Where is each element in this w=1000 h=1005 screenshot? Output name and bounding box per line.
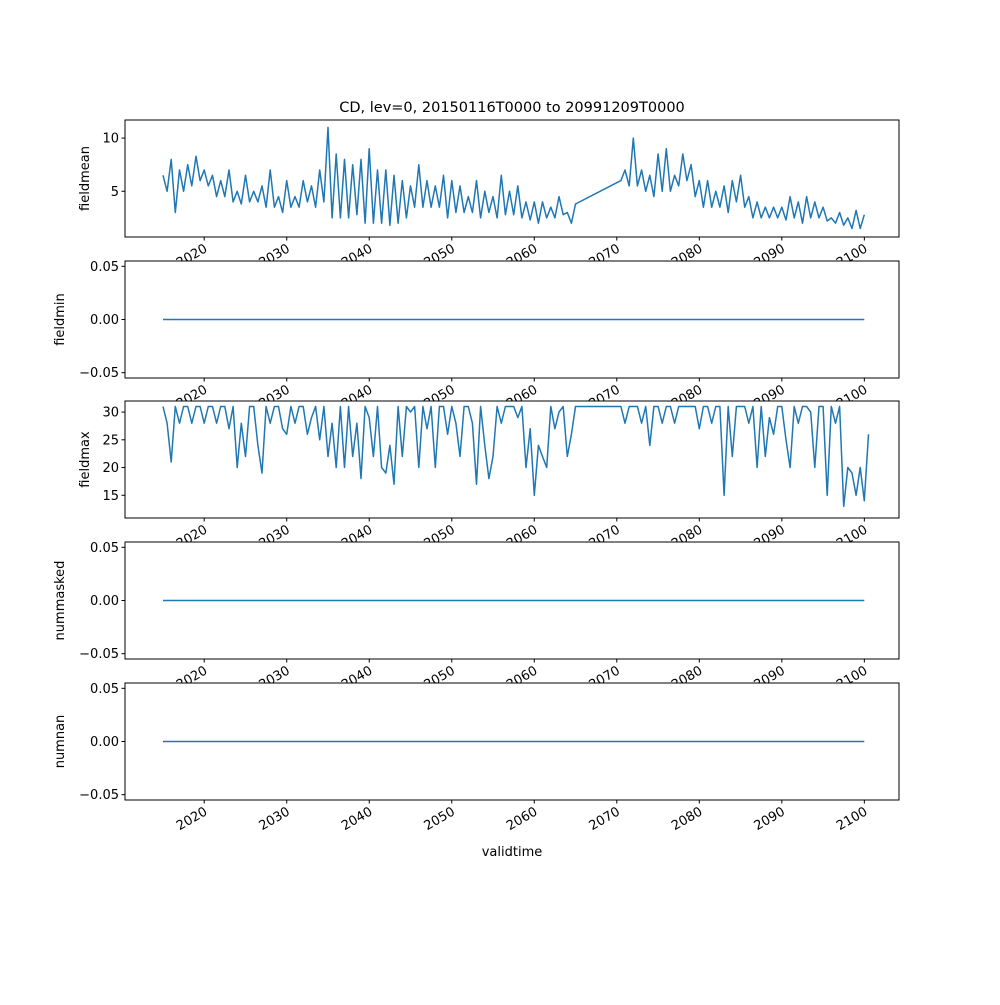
y-tick-label: 0.05 <box>90 260 119 275</box>
subplot-numnan: −0.05 0.00 0.05 numnan 2020 2030 2040 2050 2060 2… <box>53 682 900 834</box>
y-tick-label: 10 <box>102 132 119 147</box>
y-tick-label: 25 <box>102 433 119 448</box>
y-tick-label: 20 <box>102 461 119 476</box>
y-axis-label: fieldmean <box>78 146 93 211</box>
x-tick-label: 2100 <box>834 804 870 834</box>
y-tick-label: 0.05 <box>90 682 119 697</box>
x-tick-label: 2020 <box>174 804 210 834</box>
y-tick-label: 0.00 <box>90 735 119 750</box>
y-axis-label: fieldmax <box>78 431 93 488</box>
x-tick-label: 2080 <box>669 804 705 834</box>
x-tick-label: 2060 <box>504 804 540 834</box>
series-line-fieldmean <box>162 126 866 230</box>
x-tick-label: 2050 <box>422 804 458 834</box>
y-tick-label: 30 <box>102 406 119 421</box>
y-tick-label: 15 <box>102 489 119 504</box>
chart-title: CD, lev=0, 20150116T0000 to 20991209T000… <box>339 100 685 116</box>
x-tick-label: 2030 <box>257 804 293 834</box>
y-tick-label: 0.00 <box>90 313 119 328</box>
x-axis-label: validtime <box>482 845 543 860</box>
axes-frame <box>124 119 900 238</box>
x-tick-label: 2070 <box>587 804 623 834</box>
y-tick-label: −0.05 <box>79 366 119 381</box>
axes-frame <box>124 400 900 519</box>
axes-background <box>125 120 899 237</box>
y-tick-label: −0.05 <box>79 788 119 803</box>
y-axis-label: fieldmin <box>53 293 68 346</box>
x-tick-label: 2090 <box>752 804 788 834</box>
series-line-fieldmax <box>162 405 870 508</box>
x-tick-label: 2040 <box>339 804 375 834</box>
y-tick-label: 0.05 <box>90 541 119 556</box>
y-tick-label: 5 <box>111 185 119 200</box>
y-tick-label: 0.00 <box>90 594 119 609</box>
y-axis-label: nummasked <box>53 561 68 641</box>
y-axis-label: numnan <box>53 715 68 769</box>
y-tick-label: −0.05 <box>79 647 119 662</box>
